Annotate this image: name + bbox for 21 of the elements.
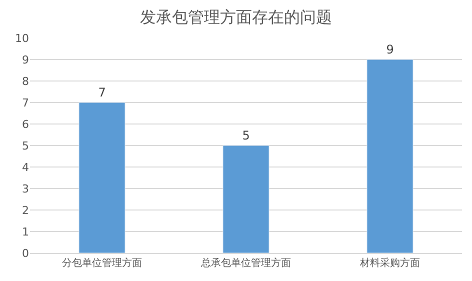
y-tick-label: 1 — [22, 225, 29, 238]
bar — [222, 145, 270, 253]
data-label: 7 — [98, 86, 106, 100]
y-tick-label: 9 — [22, 53, 29, 66]
y-tick-label: 0 — [22, 246, 29, 260]
x-tick-label: 材料采购方面 — [359, 257, 420, 269]
bar — [78, 102, 126, 253]
x-tick-label: 总承包单位管理方面 — [200, 257, 291, 269]
y-tick-label: 3 — [22, 182, 29, 196]
y-tick-label: 5 — [22, 139, 29, 152]
data-label: 5 — [242, 128, 250, 142]
chart-title: 发承包管理方面存在的问题 — [140, 7, 332, 26]
y-tick-label: 2 — [22, 204, 29, 217]
y-tick-label: 10 — [15, 32, 29, 45]
y-tick-label: 4 — [22, 160, 29, 174]
bar — [366, 59, 414, 253]
y-tick-label: 6 — [22, 118, 29, 131]
data-label: 9 — [386, 42, 394, 56]
x-tick-label: 分包单位管理方面 — [62, 257, 142, 269]
y-tick-label: 7 — [22, 96, 29, 110]
y-tick-label: 8 — [22, 74, 29, 88]
